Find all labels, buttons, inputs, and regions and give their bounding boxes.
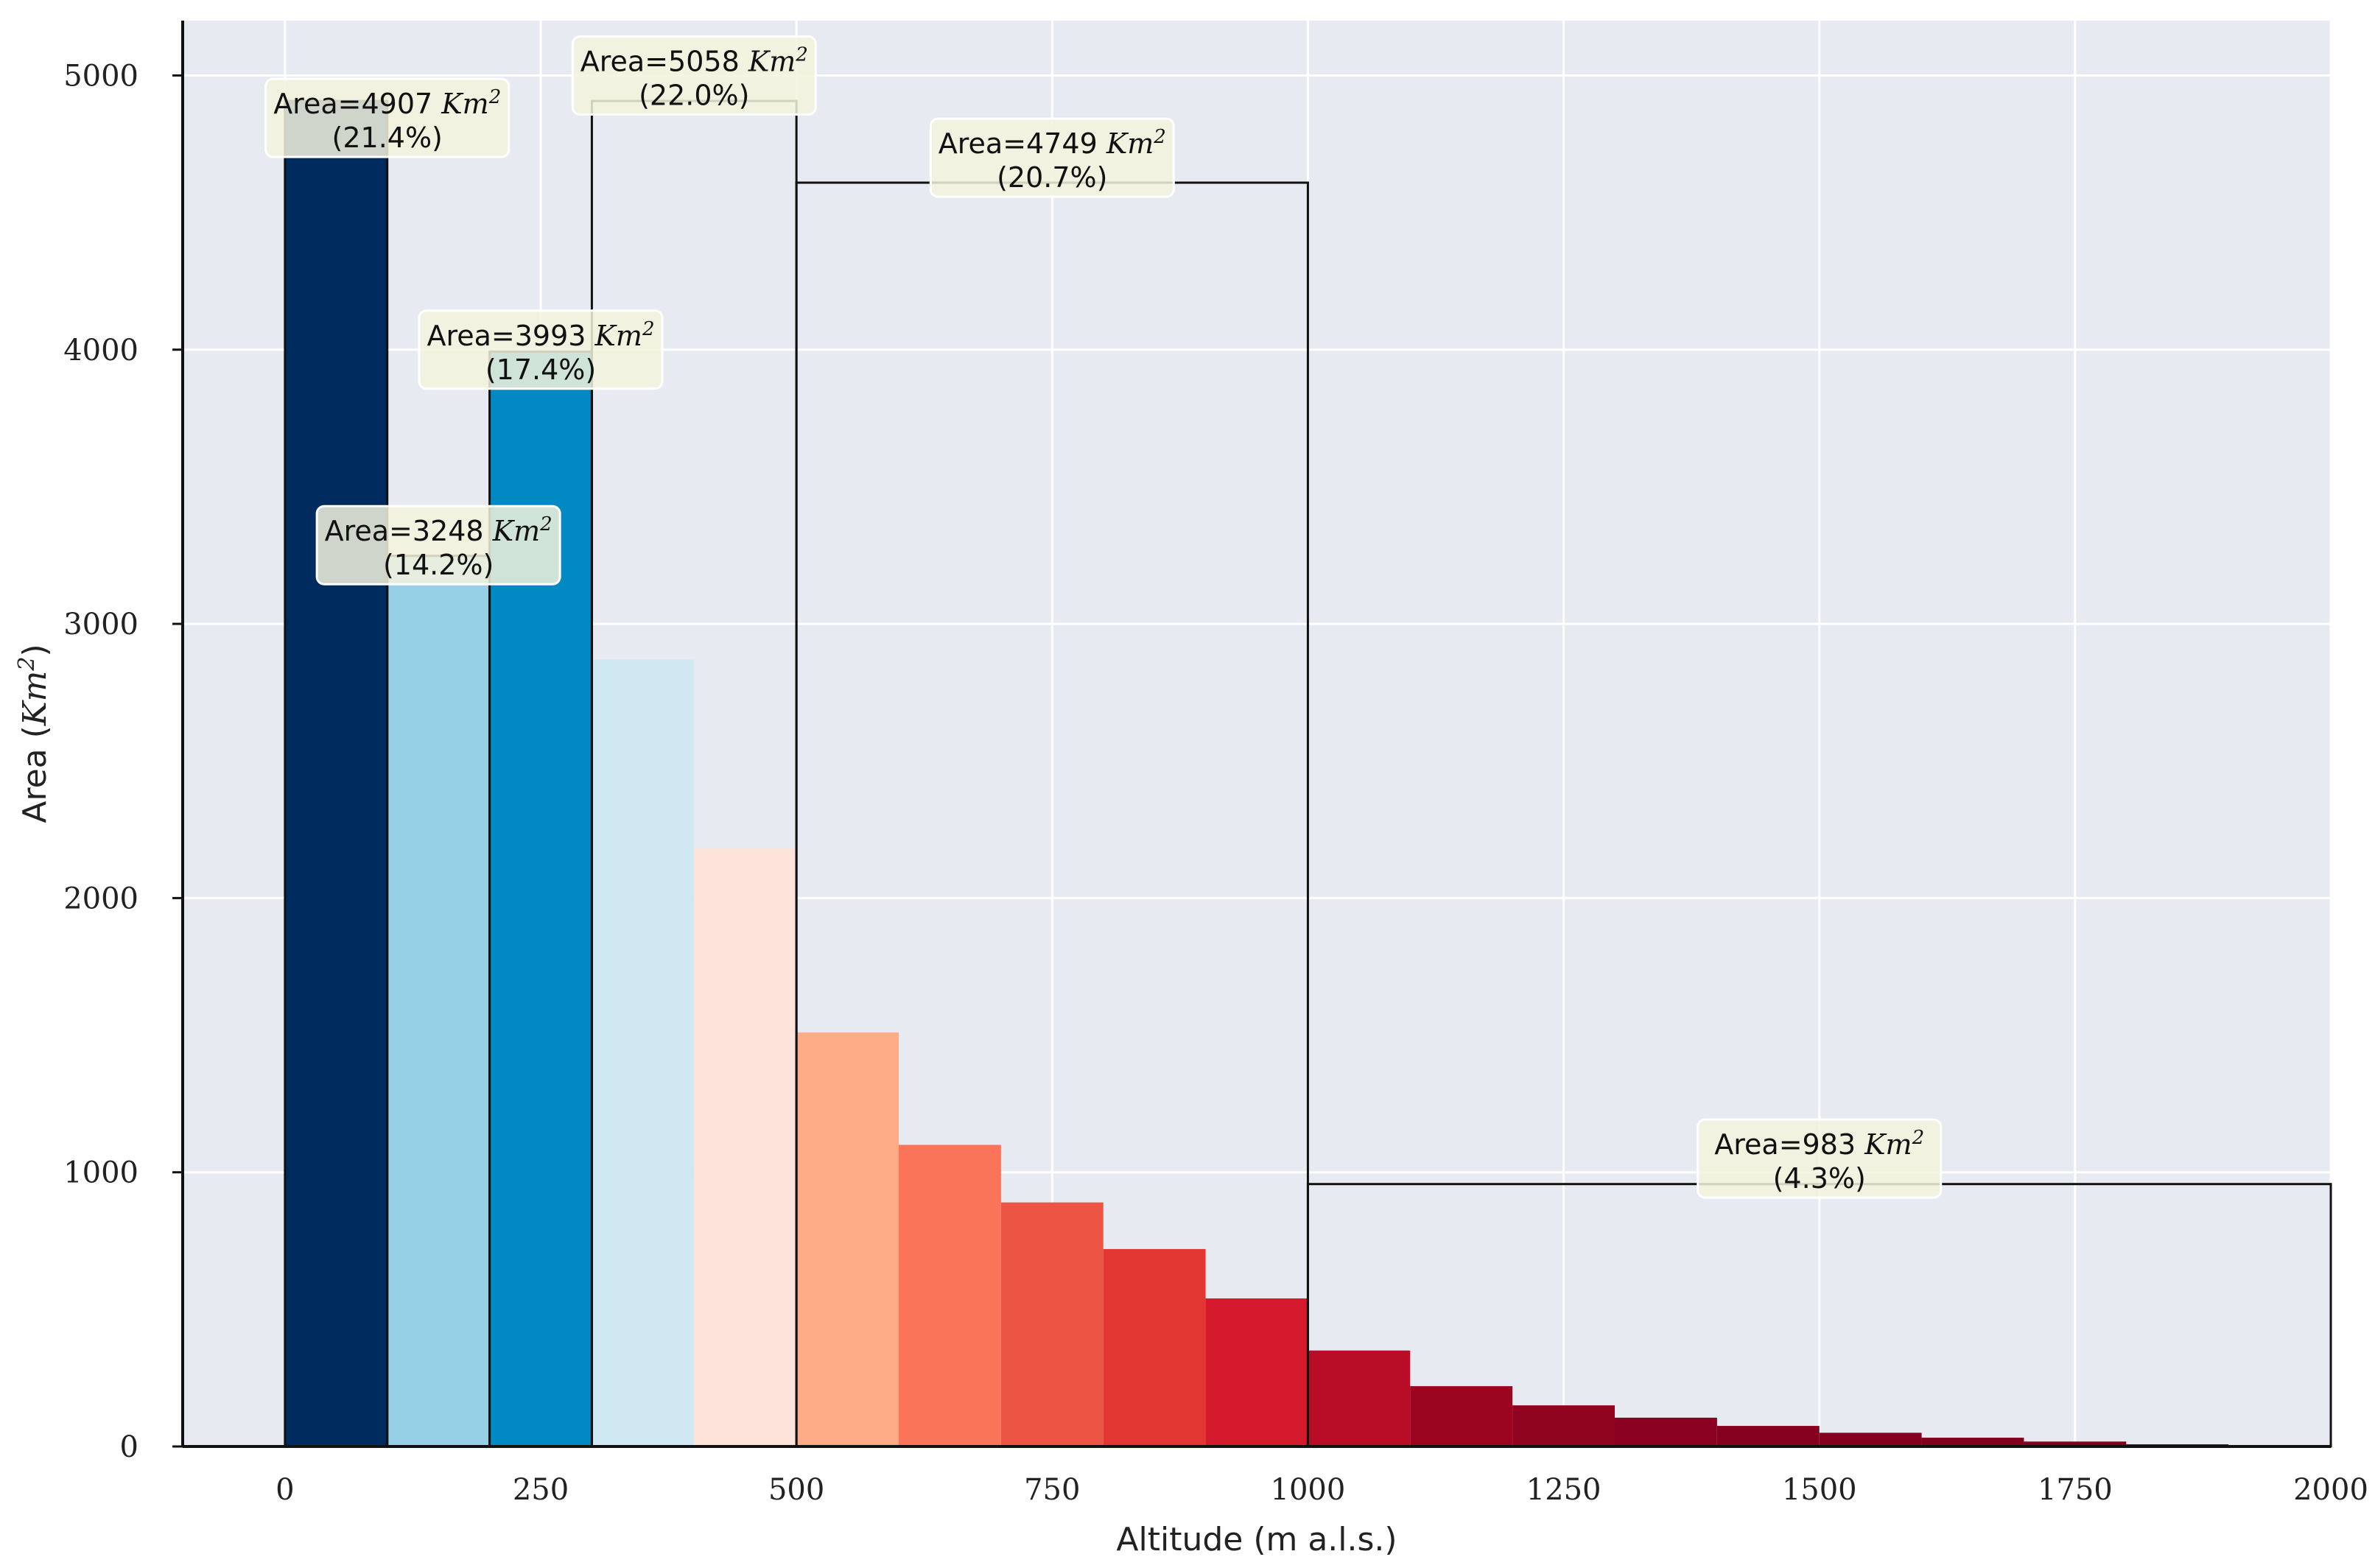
annotation-percent: (22.0%)	[639, 79, 749, 111]
x-tick-label: 1250	[1526, 1473, 1602, 1507]
bar	[387, 555, 490, 1446]
bar	[2024, 1441, 2127, 1446]
bar	[1308, 1350, 1411, 1446]
annotation-percent: (4.3%)	[1773, 1162, 1866, 1195]
axes	[181, 21, 2331, 1448]
annotation: Area=983 Km2(4.3%)	[1697, 1118, 1943, 1199]
annotation: Area=3993 Km2(17.4%)	[418, 309, 664, 390]
x-tick-label: 250	[513, 1473, 569, 1507]
bar	[1819, 1432, 1922, 1446]
y-tick-label: 1000	[63, 1156, 138, 1190]
annotation-box	[571, 35, 817, 116]
y-tick-labels: 0 1000 2000 3000 4000 5000	[63, 59, 183, 1464]
annotation-percent: (20.7%)	[997, 161, 1107, 194]
x-tick-label: 2000	[2293, 1473, 2368, 1507]
y-axis-label-close: )	[16, 644, 54, 656]
annotation-area: Area=983 Km2	[1714, 1127, 1924, 1161]
annotation-box	[418, 309, 664, 390]
y-axis-label-unit: Km	[16, 671, 54, 727]
annotation-box	[264, 77, 511, 158]
x-tick-label: 0	[276, 1473, 294, 1507]
annotation-box	[929, 117, 1175, 198]
y-tick-label: 4000	[63, 334, 138, 368]
bar	[1410, 1386, 1513, 1446]
x-tick-label: 1500	[1782, 1473, 1857, 1507]
x-tick-label: 1000	[1271, 1473, 1346, 1507]
bar-series	[284, 101, 2331, 1447]
annotation-area: Area=3248 Km2	[325, 513, 552, 547]
x-axis-label: Altitude (m a.l.s.)	[1116, 1521, 1397, 1558]
annotation-box	[315, 504, 561, 586]
bar	[1103, 1248, 1206, 1446]
annotation-boxes: Area=4907 Km2(21.4%) Area=5058 Km2(22.0%)…	[264, 35, 1943, 1199]
y-axis-label-exp: 2	[14, 657, 40, 672]
y-axis-label: Area (Km2)	[14, 644, 54, 823]
annotation-box	[1697, 1118, 1943, 1199]
bar	[1615, 1417, 1717, 1446]
y-tick-label: 5000	[63, 59, 138, 93]
annotation: Area=3248 Km2(14.2%)	[315, 504, 561, 586]
x-tick-label: 1750	[2038, 1473, 2113, 1507]
bar	[1716, 1426, 1820, 1446]
annotation-percent: (21.4%)	[332, 122, 443, 154]
y-axis-label-text: Area (	[16, 725, 54, 823]
annotation-percent: (17.4%)	[485, 354, 596, 386]
bar	[284, 101, 387, 1446]
annotation-area: Area=4749 Km2	[939, 126, 1166, 160]
annotation-percent: (14.2%)	[383, 549, 494, 581]
bar	[1000, 1202, 1104, 1446]
bar	[1205, 1298, 1308, 1446]
annotation-area: Area=3993 Km2	[427, 318, 654, 352]
y-tick-label: 0	[120, 1430, 138, 1464]
annotation: Area=4749 Km2(20.7%)	[929, 117, 1175, 198]
x-tick-labels: 0 250 500 750 1000 1250 1500 1750 2000	[276, 1473, 2368, 1507]
bar	[1921, 1438, 2024, 1446]
annotation: Area=4907 Km2(21.4%)	[264, 77, 511, 158]
y-tick-label: 2000	[63, 882, 138, 915]
annotation-area: Area=5058 Km2	[580, 43, 808, 77]
bar	[899, 1145, 1001, 1446]
annotation: Area=5058 Km2(22.0%)	[571, 35, 817, 116]
y-tick-label: 3000	[63, 608, 138, 641]
x-tick-label: 500	[768, 1473, 824, 1507]
bar	[1512, 1405, 1615, 1446]
annotation-area: Area=4907 Km2	[273, 86, 501, 120]
bar	[592, 659, 695, 1446]
bar	[796, 1032, 899, 1446]
bar	[694, 848, 797, 1446]
x-tick-label: 750	[1024, 1473, 1080, 1507]
